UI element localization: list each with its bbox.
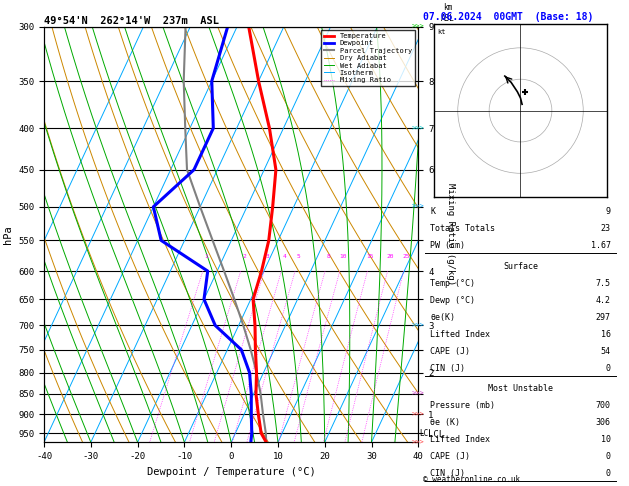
Text: 8: 8 bbox=[326, 254, 330, 259]
Text: 10: 10 bbox=[601, 435, 611, 444]
Text: Most Unstable: Most Unstable bbox=[488, 384, 553, 393]
Text: 15: 15 bbox=[367, 254, 374, 259]
X-axis label: Dewpoint / Temperature (°C): Dewpoint / Temperature (°C) bbox=[147, 467, 316, 477]
Text: © weatheronline.co.uk: © weatheronline.co.uk bbox=[423, 474, 520, 484]
Text: CIN (J): CIN (J) bbox=[430, 469, 465, 478]
Text: θe(K): θe(K) bbox=[430, 312, 455, 322]
Text: 2: 2 bbox=[242, 254, 246, 259]
Text: PW (cm): PW (cm) bbox=[430, 241, 465, 250]
Text: >>>: >>> bbox=[412, 125, 425, 131]
Text: 4.2: 4.2 bbox=[596, 295, 611, 305]
Text: CIN (J): CIN (J) bbox=[430, 364, 465, 373]
Text: kt: kt bbox=[437, 29, 446, 35]
Text: LCL: LCL bbox=[420, 429, 433, 437]
Text: CAPE (J): CAPE (J) bbox=[430, 347, 470, 356]
Text: 1: 1 bbox=[204, 254, 208, 259]
Text: >>>: >>> bbox=[412, 391, 425, 397]
Text: 1.67: 1.67 bbox=[591, 241, 611, 250]
Text: >>>: >>> bbox=[412, 24, 425, 30]
Text: Pressure (mb): Pressure (mb) bbox=[430, 401, 495, 410]
Text: Dewp (°C): Dewp (°C) bbox=[430, 295, 476, 305]
Text: 25: 25 bbox=[403, 254, 410, 259]
Text: 54: 54 bbox=[601, 347, 611, 356]
Text: Lifted Index: Lifted Index bbox=[430, 330, 491, 339]
Y-axis label: Mixing Ratio (g/kg): Mixing Ratio (g/kg) bbox=[446, 183, 455, 286]
Text: 700: 700 bbox=[596, 401, 611, 410]
Text: 0: 0 bbox=[606, 469, 611, 478]
Text: 4: 4 bbox=[283, 254, 287, 259]
Text: 5: 5 bbox=[297, 254, 301, 259]
Legend: Temperature, Dewpoint, Parcel Trajectory, Dry Adiabat, Wet Adiabat, Isotherm, Mi: Temperature, Dewpoint, Parcel Trajectory… bbox=[321, 30, 415, 86]
Text: 306: 306 bbox=[596, 418, 611, 427]
Text: >>>: >>> bbox=[412, 439, 425, 445]
Text: 3: 3 bbox=[266, 254, 270, 259]
Text: 7.5: 7.5 bbox=[596, 278, 611, 288]
Text: Surface: Surface bbox=[503, 261, 538, 271]
Text: 297: 297 bbox=[596, 312, 611, 322]
Text: km
ASL: km ASL bbox=[442, 3, 455, 22]
Text: Totals Totals: Totals Totals bbox=[430, 224, 495, 233]
Text: 0: 0 bbox=[606, 364, 611, 373]
Text: 20: 20 bbox=[387, 254, 394, 259]
Text: Lifted Index: Lifted Index bbox=[430, 435, 491, 444]
Y-axis label: hPa: hPa bbox=[3, 225, 13, 244]
Text: 10: 10 bbox=[339, 254, 347, 259]
Text: CAPE (J): CAPE (J) bbox=[430, 452, 470, 461]
Text: 23: 23 bbox=[601, 224, 611, 233]
Text: θe (K): θe (K) bbox=[430, 418, 460, 427]
Text: >>>: >>> bbox=[412, 411, 425, 417]
Text: >>>: >>> bbox=[412, 204, 425, 210]
Text: 9: 9 bbox=[606, 207, 611, 216]
Text: 16: 16 bbox=[601, 330, 611, 339]
Text: 07.06.2024  00GMT  (Base: 18): 07.06.2024 00GMT (Base: 18) bbox=[423, 12, 593, 22]
Text: 0: 0 bbox=[606, 452, 611, 461]
Text: K: K bbox=[430, 207, 435, 216]
Text: >>>: >>> bbox=[412, 322, 425, 329]
Text: 49°54'N  262°14'W  237m  ASL: 49°54'N 262°14'W 237m ASL bbox=[44, 16, 219, 26]
Text: Temp (°C): Temp (°C) bbox=[430, 278, 476, 288]
